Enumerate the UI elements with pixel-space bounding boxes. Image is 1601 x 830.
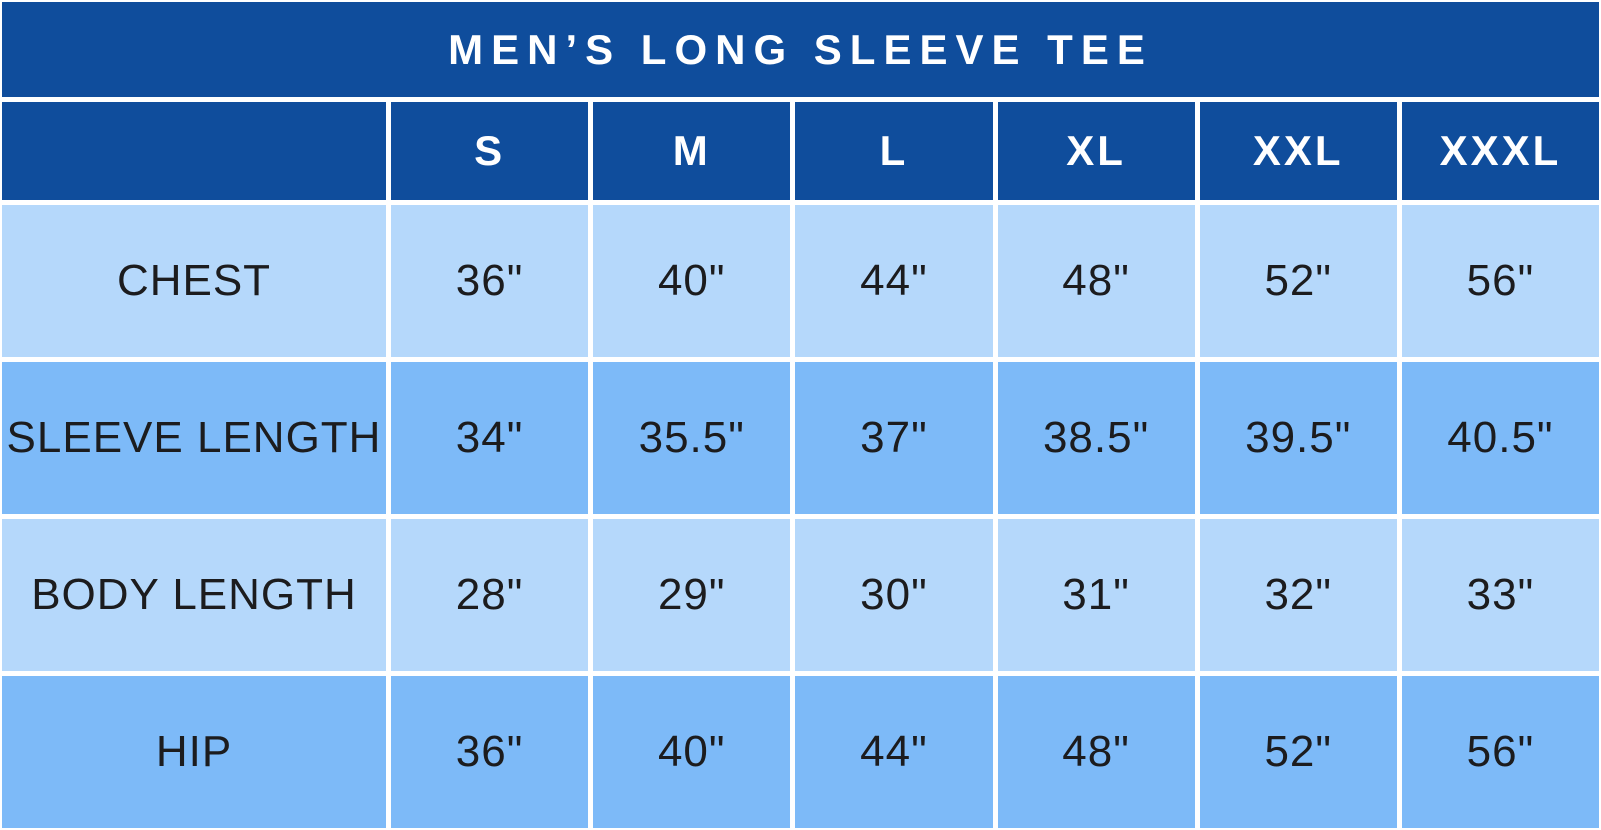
row-header-hip: HIP [2, 676, 386, 828]
table-cell-body-m: 29" [593, 519, 791, 671]
table-cell-hip-xxl: 52" [1199, 676, 1397, 828]
table-cell-hip-l: 44" [795, 676, 993, 828]
column-header-xl: XL [997, 102, 1195, 200]
table-cell-sleeve-l: 37" [795, 362, 993, 514]
table-cell-chest-m: 40" [593, 205, 791, 357]
row-header-sleeve-length: SLEEVE LENGTH [2, 362, 386, 514]
table-cell-body-l: 30" [795, 519, 993, 671]
table-cell-sleeve-xl: 38.5" [997, 362, 1195, 514]
column-header-xxl: XXL [1199, 102, 1397, 200]
table-cell-hip-xl: 48" [997, 676, 1195, 828]
column-header-xxxl: XXXL [1401, 102, 1599, 200]
column-header-s: S [391, 102, 589, 200]
corner-cell [2, 102, 386, 200]
size-table: S M L XL XXL XXXL CHEST 36" 40" 44" 48" … [2, 102, 1599, 828]
table-cell-body-xxl: 32" [1199, 519, 1397, 671]
table-cell-hip-s: 36" [391, 676, 589, 828]
table-cell-chest-xxxl: 56" [1401, 205, 1599, 357]
row-header-body-length: BODY LENGTH [2, 519, 386, 671]
table-cell-hip-m: 40" [593, 676, 791, 828]
table-cell-body-xxxl: 33" [1401, 519, 1599, 671]
chart-title: MEN’S LONG SLEEVE TEE [448, 25, 1153, 73]
row-header-chest: CHEST [2, 205, 386, 357]
table-cell-body-s: 28" [391, 519, 589, 671]
table-cell-sleeve-m: 35.5" [593, 362, 791, 514]
table-cell-chest-xxl: 52" [1199, 205, 1397, 357]
chart-title-bar: MEN’S LONG SLEEVE TEE [2, 2, 1599, 97]
table-cell-hip-xxxl: 56" [1401, 676, 1599, 828]
table-cell-chest-l: 44" [795, 205, 993, 357]
column-header-m: M [593, 102, 791, 200]
column-header-l: L [795, 102, 993, 200]
table-cell-sleeve-s: 34" [391, 362, 589, 514]
table-cell-sleeve-xxxl: 40.5" [1401, 362, 1599, 514]
table-cell-chest-xl: 48" [997, 205, 1195, 357]
table-cell-body-xl: 31" [997, 519, 1195, 671]
table-cell-sleeve-xxl: 39.5" [1199, 362, 1397, 514]
table-cell-chest-s: 36" [391, 205, 589, 357]
